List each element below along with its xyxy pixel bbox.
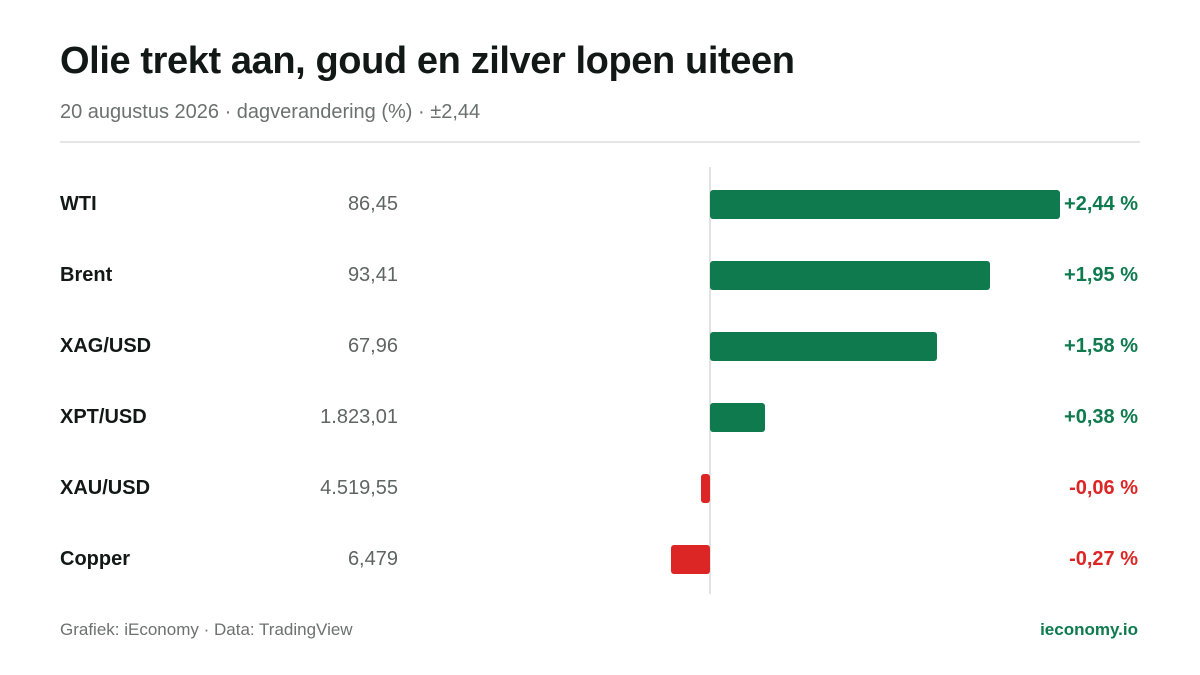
chart-row: XAU/USD 4.519,55 -0,06 % [0, 458, 1200, 518]
value-label: +0,38 % [1064, 406, 1138, 428]
price-label: 86,45 [347, 193, 398, 215]
price-label: 4.519,55 [320, 477, 398, 499]
category-label: Copper [60, 548, 130, 570]
bar-positive [710, 403, 765, 432]
chart-row: Brent 93,41 +1,95 % [0, 245, 1200, 305]
price-label: 1.823,01 [320, 406, 398, 428]
bar-negative [701, 474, 710, 503]
chart-row: XPT/USD 1.823,01 +0,38 % [0, 387, 1200, 447]
bar-positive [710, 332, 937, 361]
category-label: XAG/USD [60, 335, 152, 357]
price-label: 6,479 [347, 548, 398, 570]
bar-positive [710, 261, 990, 290]
chart-row: Copper 6,479 -0,27 % [0, 529, 1200, 589]
chart-row: XAG/USD 67,96 +1,58 % [0, 316, 1200, 376]
price-label: 67,96 [347, 335, 398, 357]
price-label: 93,41 [347, 264, 398, 286]
source-credit: Grafiek: iEconomy · Data: TradingView [60, 620, 353, 639]
chart-title: Olie trekt aan, goud en zilver lopen uit… [60, 40, 795, 82]
value-label: +1,95 % [1064, 264, 1138, 286]
value-label: +2,44 % [1064, 193, 1138, 215]
value-label: -0,06 % [1069, 477, 1138, 499]
value-label: -0,27 % [1069, 548, 1138, 570]
brand-link[interactable]: ieconomy.io [1040, 620, 1138, 639]
bar-positive [710, 190, 1060, 219]
category-label: WTI [60, 193, 97, 215]
zero-axis-line [709, 167, 711, 594]
chart-subtitle: 20 augustus 2026 · dagverandering (%) · … [60, 101, 481, 123]
header-divider [60, 141, 1140, 143]
value-label: +1,58 % [1064, 335, 1138, 357]
category-label: XPT/USD [60, 406, 147, 428]
chart-row: WTI 86,45 +2,44 % [0, 174, 1200, 234]
category-label: Brent [60, 264, 113, 286]
bar-negative [671, 545, 710, 574]
category-label: XAU/USD [60, 477, 151, 499]
